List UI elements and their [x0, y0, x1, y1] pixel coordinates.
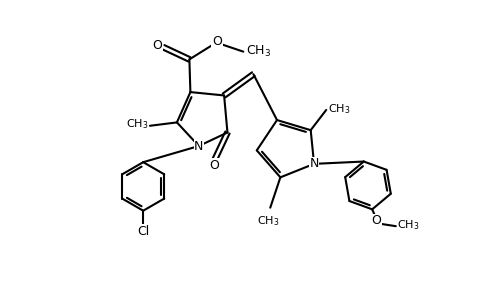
Text: Cl: Cl	[137, 225, 150, 238]
Text: CH$_3$: CH$_3$	[328, 102, 350, 116]
Text: CH$_3$: CH$_3$	[398, 219, 420, 232]
Text: CH$_3$: CH$_3$	[246, 44, 271, 58]
Text: O: O	[371, 214, 381, 227]
Text: CH$_3$: CH$_3$	[257, 214, 280, 227]
Text: O: O	[212, 35, 222, 48]
Text: N: N	[194, 140, 204, 152]
Text: N: N	[309, 157, 319, 170]
Text: CH$_3$: CH$_3$	[126, 117, 148, 131]
Text: O: O	[209, 159, 219, 172]
Text: O: O	[153, 39, 162, 52]
